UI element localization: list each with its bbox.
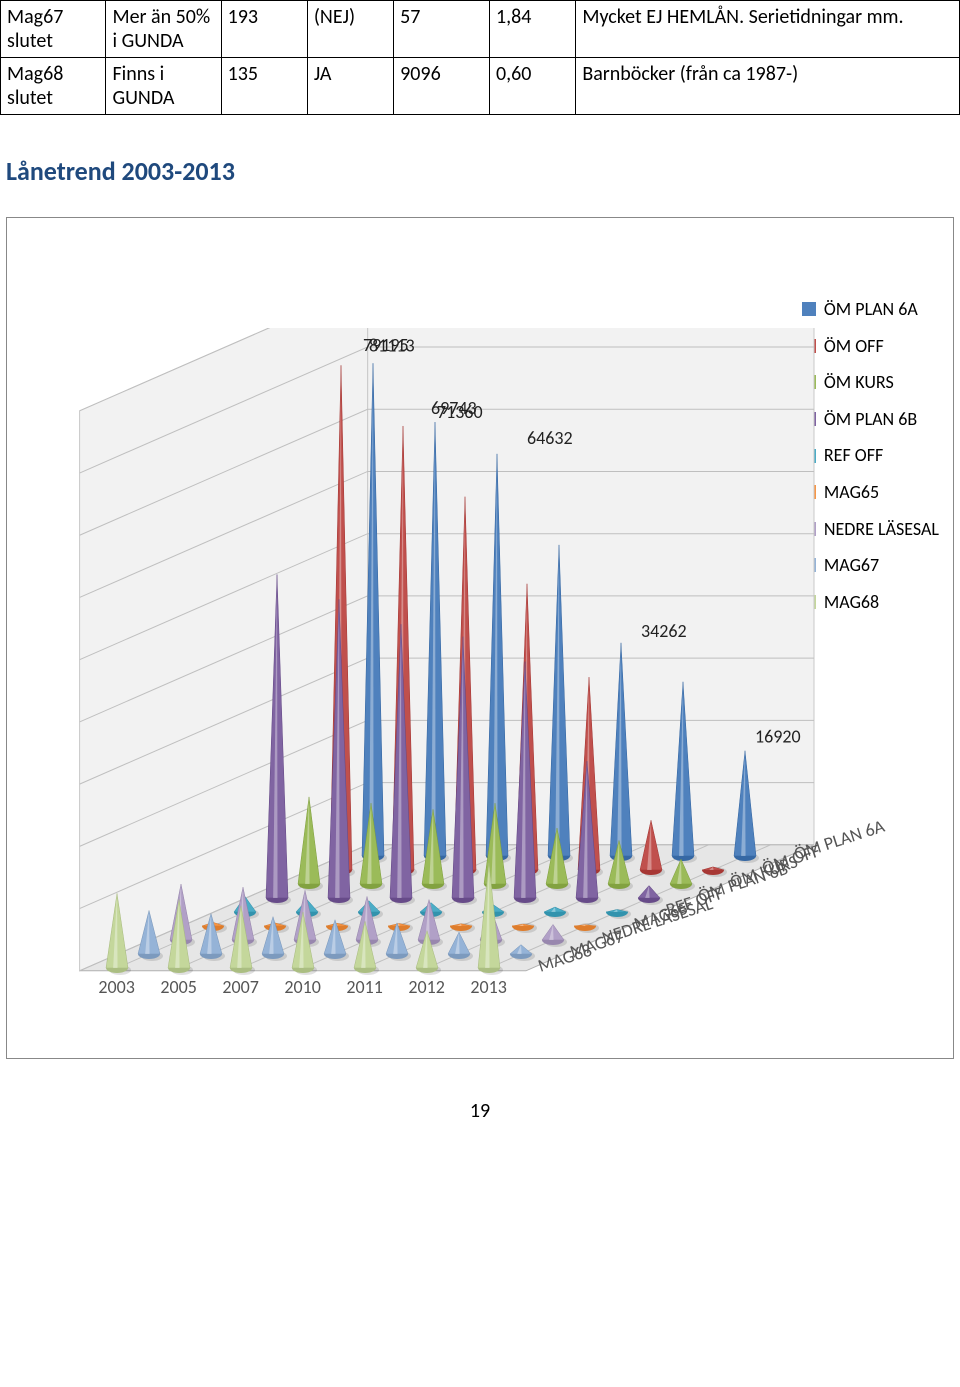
svg-text:2005: 2005 — [160, 976, 197, 998]
svg-text:2011: 2011 — [346, 976, 383, 998]
data-table: Mag67 slutetMer än 50% i GUNDA193(NEJ)57… — [0, 0, 960, 115]
table-row: Mag68 slutetFinns i GUNDA135JA90960,60Ba… — [1, 58, 960, 115]
svg-text:2007: 2007 — [222, 976, 259, 998]
table-cell: JA — [307, 58, 393, 115]
table-row: Mag67 slutetMer än 50% i GUNDA193(NEJ)57… — [1, 1, 960, 58]
table-cell: 135 — [221, 58, 307, 115]
legend-swatch — [802, 302, 816, 316]
table-cell: 9096 — [394, 58, 490, 115]
table-cell: (NEJ) — [307, 1, 393, 58]
svg-text:2013: 2013 — [470, 976, 507, 998]
table-cell: Mag67 slutet — [1, 1, 106, 58]
chart-title: Lånetrend 2003-2013 — [6, 155, 960, 187]
table-cell: Barnböcker (från ca 1987-) — [576, 58, 960, 115]
page-number: 19 — [0, 1099, 960, 1123]
chart-3d-cones: 0100002000030000400005000060000700008000… — [77, 328, 937, 1028]
table-cell: Finns i GUNDA — [106, 58, 221, 115]
table-cell: Mag68 slutet — [1, 58, 106, 115]
svg-text:2003: 2003 — [98, 976, 135, 998]
table-cell: 0,60 — [490, 58, 576, 115]
svg-text:2012: 2012 — [408, 976, 445, 998]
table-cell: 193 — [221, 1, 307, 58]
table-cell: 1,84 — [490, 1, 576, 58]
svg-text:81113: 81113 — [369, 334, 415, 356]
legend-label: ÖM PLAN 6A — [824, 294, 918, 325]
legend-item: ÖM PLAN 6A — [802, 294, 939, 325]
chart-frame: ÖM PLAN 6AÖM OFFÖM KURSÖM PLAN 6BREF OFF… — [6, 217, 954, 1059]
svg-text:2010: 2010 — [284, 976, 321, 998]
table-cell: 57 — [394, 1, 490, 58]
svg-text:64632: 64632 — [527, 427, 573, 449]
svg-text:34262: 34262 — [641, 620, 687, 642]
svg-text:16920: 16920 — [755, 726, 801, 748]
svg-text:71360: 71360 — [437, 401, 483, 423]
table-cell: Mer än 50% i GUNDA — [106, 1, 221, 58]
table-cell: Mycket EJ HEMLÅN. Serietidningar mm. — [576, 1, 960, 58]
